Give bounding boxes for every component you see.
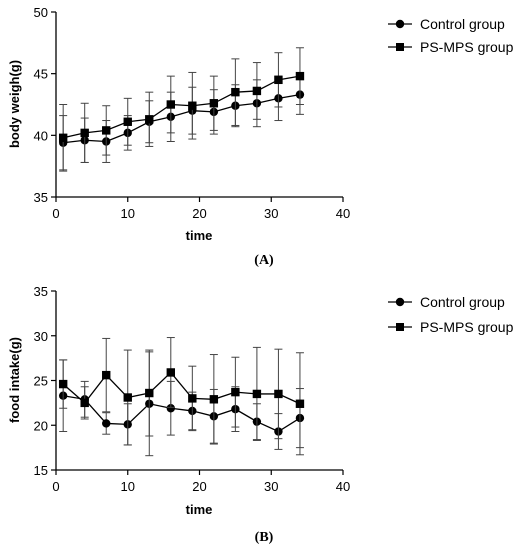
- data-point: [274, 389, 283, 399]
- chart-a-ylabel: body weigh(g): [7, 60, 22, 148]
- data-point: [166, 368, 175, 377]
- data-point: [231, 87, 240, 97]
- y-tick-label: 50: [34, 5, 48, 20]
- chart-a-xlabel: time: [186, 228, 213, 243]
- x-tick-label: 30: [264, 206, 278, 221]
- chart-b-axes: 15 20 25 30 35 0 10 20 30 40: [34, 284, 351, 494]
- legend-a-control-marker: [395, 19, 405, 29]
- series-line: [63, 75, 301, 139]
- data-point: [188, 394, 197, 403]
- data-point: [102, 126, 111, 135]
- data-point: [145, 388, 154, 398]
- data-point: [166, 100, 175, 109]
- data-point: [102, 419, 111, 428]
- y-tick-label: 25: [34, 374, 48, 389]
- x-tick-label: 40: [336, 479, 350, 494]
- data-point: [209, 99, 219, 108]
- data-point: [274, 75, 283, 85]
- chart-b-ylabel: food intake(g): [7, 337, 22, 423]
- series-line: [63, 93, 301, 144]
- data-point: [295, 71, 305, 81]
- legend-b-control-label: Control group: [420, 294, 505, 310]
- x-tick-label: 0: [52, 206, 59, 221]
- data-point: [295, 399, 305, 408]
- data-point: [58, 379, 68, 389]
- chart-a-legend: Control group PS-MPS group: [388, 16, 514, 55]
- data-point: [145, 115, 154, 124]
- chart-a-marks: [58, 47, 305, 172]
- data-point: [166, 404, 175, 413]
- legend-b-control-marker: [395, 297, 405, 307]
- chart-a-axes: 35 40 45 50 0 10 20 30 40: [34, 5, 351, 221]
- x-tick-label: 10: [121, 479, 135, 494]
- data-point: [102, 370, 111, 380]
- data-point: [80, 398, 89, 408]
- y-tick-label: 45: [34, 67, 48, 82]
- x-tick-label: 20: [192, 206, 206, 221]
- x-tick-label: 10: [121, 206, 135, 221]
- chart-b-xlabel: time: [186, 502, 213, 517]
- x-tick-label: 20: [192, 479, 206, 494]
- legend-a-psmps-marker: [396, 43, 404, 51]
- chart-panel-a: 35 40 45 50 0 10 20 30 40 time body weigh(g) Con…: [7, 5, 514, 268]
- series-line: [63, 395, 301, 433]
- y-tick-label: 40: [34, 128, 48, 143]
- data-point: [252, 86, 262, 96]
- y-tick-label: 35: [34, 284, 48, 299]
- x-tick-label: 40: [336, 206, 350, 221]
- chart-a-caption: (A): [254, 253, 274, 268]
- data-point: [209, 395, 219, 404]
- data-point: [188, 101, 197, 110]
- series-ps-mps-group: [58, 47, 305, 172]
- legend-a-psmps-label: PS-MPS group: [420, 39, 514, 55]
- y-tick-label: 20: [34, 418, 48, 433]
- y-tick-label: 35: [34, 190, 48, 205]
- chart-b-caption: (B): [255, 530, 274, 545]
- chart-b-legend: Control group PS-MPS group: [388, 294, 514, 335]
- y-tick-label: 15: [34, 463, 48, 478]
- x-tick-label: 30: [264, 479, 278, 494]
- data-point: [231, 387, 240, 397]
- series-ps-mps-group: [58, 337, 305, 456]
- data-point: [123, 117, 132, 126]
- data-point: [80, 128, 89, 138]
- x-tick-label: 0: [52, 479, 59, 494]
- legend-b-psmps-marker: [396, 323, 404, 331]
- y-tick-label: 30: [34, 329, 48, 344]
- legend-b-psmps-label: PS-MPS group: [420, 319, 514, 335]
- chart-b-marks: [58, 337, 305, 457]
- series-control-group: [58, 74, 305, 171]
- legend-a-control-label: Control group: [420, 16, 505, 32]
- data-point: [123, 393, 132, 402]
- series-control-group: [58, 351, 305, 457]
- data-point: [252, 389, 262, 399]
- data-point: [58, 133, 68, 142]
- series-line: [62, 371, 301, 405]
